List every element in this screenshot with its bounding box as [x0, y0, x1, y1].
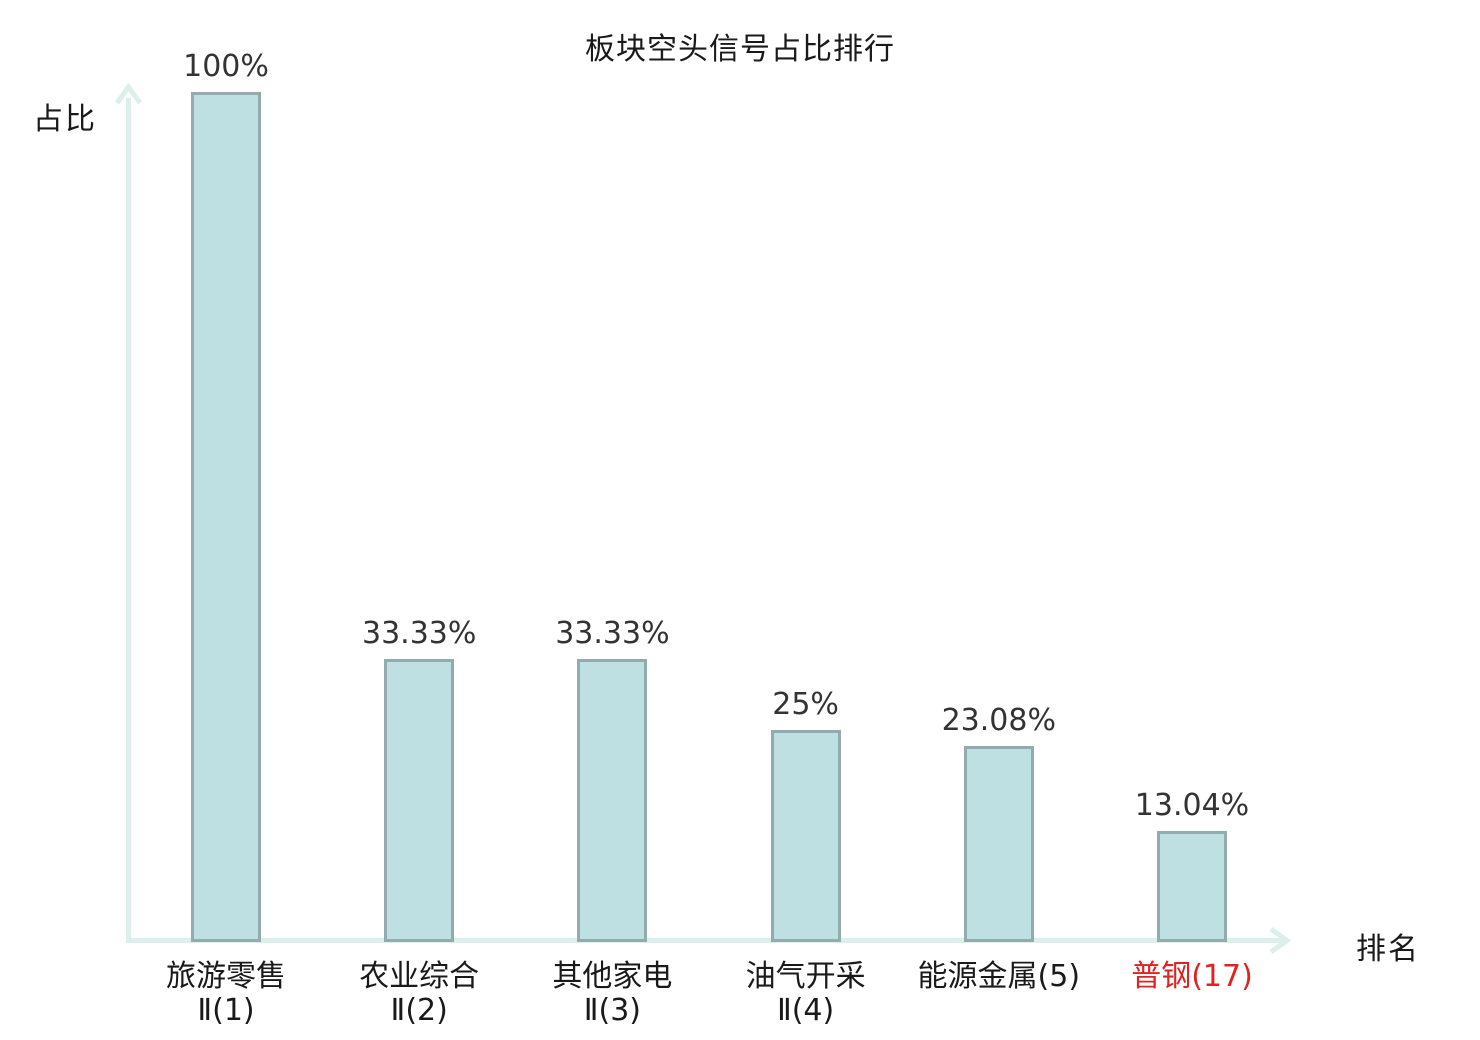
bar [191, 92, 261, 942]
category-label-line1: 农业综合 [359, 959, 480, 994]
bar-category-label: 能源金属(5) [849, 960, 1149, 994]
y-axis-arrow-icon [114, 82, 143, 105]
bar-category-label: 其他家电 Ⅱ(3) [462, 960, 762, 1028]
bar-value-label: 13.04% [1134, 788, 1250, 824]
category-label-line1: 旅游零售 [166, 959, 286, 994]
category-label-line2: Ⅱ(3) [583, 993, 642, 1028]
category-label-line1: 油气开采 [745, 959, 866, 994]
category-label-line1: 其他家电 [552, 959, 673, 994]
category-label-line1: 能源金属(5) [917, 959, 1081, 994]
bar-value-label: 23.08% [941, 702, 1056, 738]
bar-value-label: 25% [772, 686, 839, 722]
bar-value-label: 33.33% [555, 615, 670, 651]
bar-category-label: 油气开采 Ⅱ(4) [656, 960, 956, 1028]
category-label-line2: Ⅱ(1) [197, 993, 255, 1028]
bar [963, 745, 1034, 942]
y-axis-label: 占比 [33, 102, 97, 137]
bar-category-label: 普钢(17) [1042, 960, 1342, 994]
category-label-line1: 普钢(17) [1131, 959, 1253, 994]
bar [384, 658, 455, 942]
bar [1157, 831, 1227, 942]
bar-value-label: 100% [183, 49, 269, 84]
bar-category-label: 旅游零售 Ⅱ(1) [76, 960, 376, 1028]
bar [770, 729, 841, 942]
bar-category-label: 农业综合 Ⅱ(2) [269, 960, 569, 1028]
x-axis-label: 排名 [1356, 932, 1420, 967]
category-label-line2: Ⅱ(2) [390, 993, 448, 1028]
x-axis-arrow-icon [1269, 926, 1292, 955]
bar-value-label: 33.33% [361, 615, 477, 651]
chart-title: 板块空头信号占比排行 [585, 32, 895, 67]
bar [577, 658, 648, 942]
category-label-line2: Ⅱ(4) [776, 993, 835, 1028]
